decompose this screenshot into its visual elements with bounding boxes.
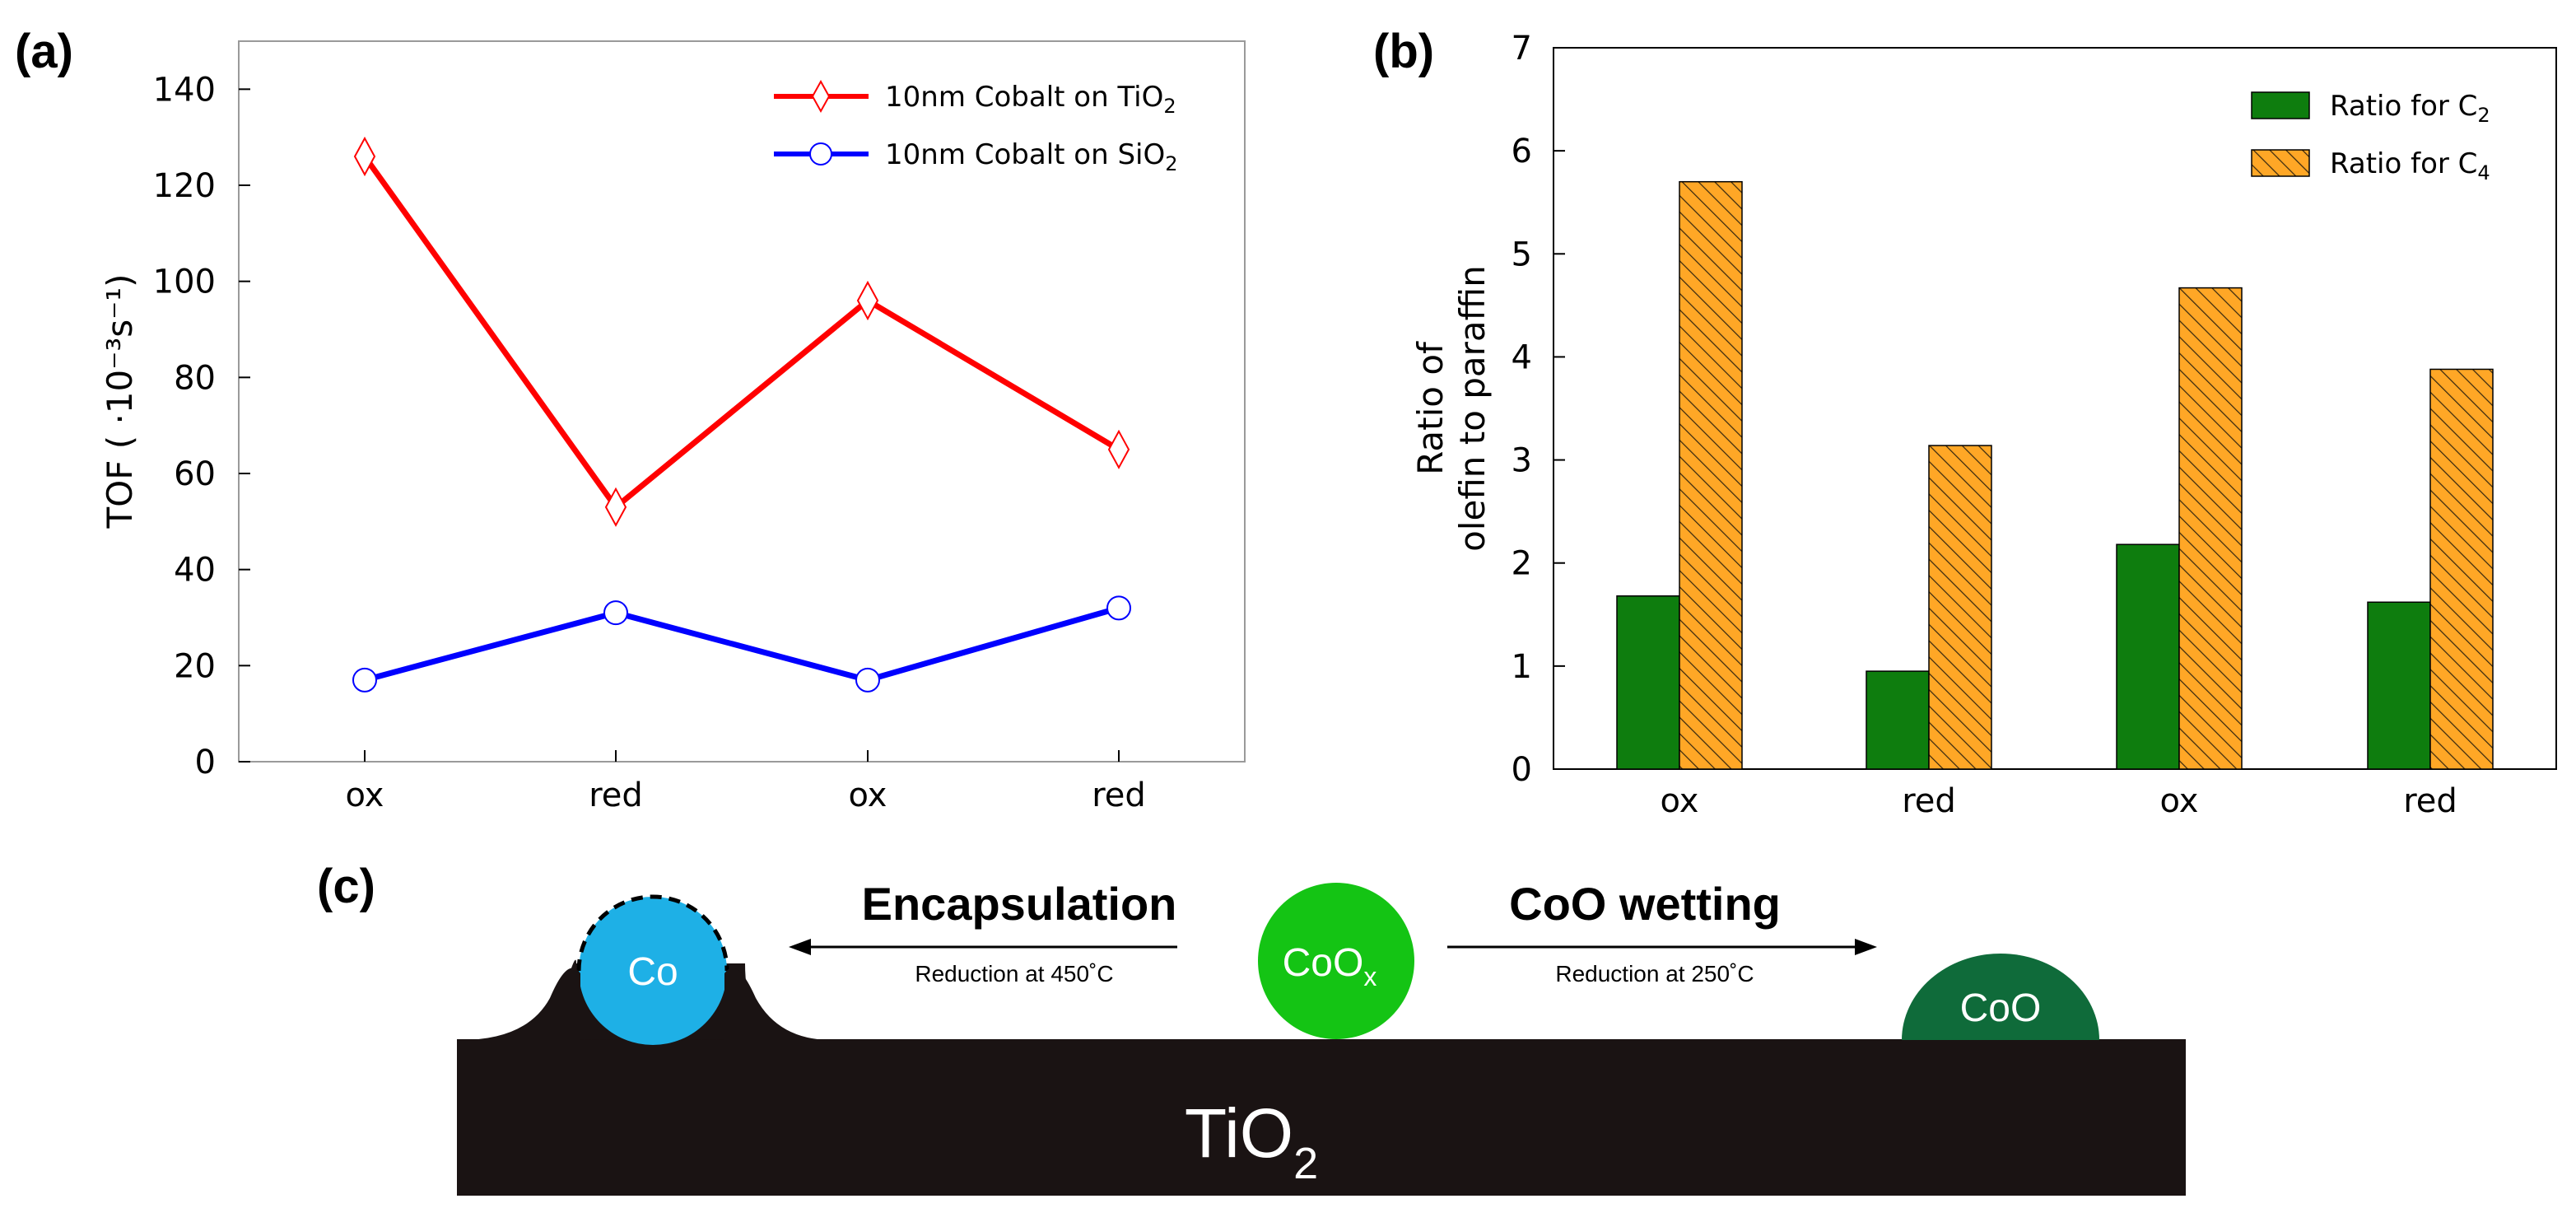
wetting-subtitle: Reduction at 250˚C [1555, 961, 1754, 986]
encapsulation-title: Encapsulation [862, 878, 1177, 930]
bar-c2 [2116, 543, 2180, 770]
y-tick-label: 6 [1512, 133, 1532, 170]
x-tick-label: ox [849, 777, 887, 814]
data-point-circle [855, 667, 880, 693]
co-label: Co [627, 950, 678, 994]
tio2-support [457, 1039, 2186, 1196]
legend-marker-circle [809, 142, 832, 166]
y-tick-label: 40 [174, 552, 216, 590]
encapsulation-dashed-shell [576, 894, 729, 972]
y-tick-label: 20 [174, 647, 216, 685]
chart-a-frame [238, 40, 1246, 763]
y-tick-label: 3 [1512, 442, 1532, 480]
encapsulation-subtitle: Reduction at 450˚C [915, 961, 1113, 986]
x-tick-label: red [589, 777, 643, 814]
chart-a-legend: 10nm Cobalt on TiO2 10nm Cobalt on SiO2 [774, 79, 1178, 175]
x-tick-label: ox [2160, 782, 2199, 820]
legend-swatch-c2 [2251, 91, 2310, 119]
y-tick-label: 5 [1512, 236, 1532, 273]
coox-particle [1258, 883, 1414, 1039]
chart-b-y-axis-label-line2: olefin to paraffin [1452, 265, 1493, 552]
series-line-1 [364, 604, 1120, 683]
y-tick-label: 80 [174, 359, 216, 397]
legend-swatch-c4 [2251, 149, 2310, 177]
legend-label-sio2: 10nm Cobalt on SiO2 [885, 138, 1178, 175]
panel-label-a: (a) [15, 25, 73, 78]
bar-c4 [1928, 445, 1992, 770]
x-tick-label: red [2403, 782, 2457, 820]
x-tick-label: ox [1661, 782, 1699, 820]
legend-marker-diamond [811, 79, 831, 114]
y-tick-label: 1 [1512, 648, 1532, 686]
data-point-diamond [856, 280, 879, 321]
data-point-diamond [353, 136, 376, 177]
diagram-c: TiO2 Co Encapsulation Reduction at 450˚C… [457, 878, 2186, 1196]
y-tick-label: 120 [153, 167, 216, 205]
panel-label-c: (c) [317, 860, 375, 913]
series-line-0 [362, 154, 1120, 511]
data-point-diamond [604, 487, 627, 527]
x-tick-label: red [1902, 782, 1956, 820]
wetting-title: CoO wetting [1509, 878, 1781, 930]
data-point-circle [352, 667, 377, 693]
bar-c2 [1866, 670, 1930, 770]
wetting-arrowhead [1855, 939, 1877, 955]
legend-label-c4: Ratio for C4 [2330, 147, 2490, 184]
tio2-support-label: TiO2 [1185, 1094, 1318, 1188]
bar-c4 [1679, 180, 1743, 770]
y-tick-label: 0 [195, 744, 216, 781]
y-tick-label: 7 [1512, 30, 1532, 68]
coo-label: CoO [1960, 986, 2042, 1030]
bar-c4 [2429, 368, 2494, 770]
co-particle [579, 897, 727, 1045]
coox-label: CoOx [1283, 941, 1377, 991]
y-tick-label: 4 [1512, 338, 1532, 376]
bar-c4 [2178, 287, 2243, 770]
chart-b: 0 1 2 3 4 5 6 7 ox red ox red Ratio of olefin to p… [1410, 30, 2557, 820]
bar-c2 [1616, 595, 1680, 770]
chart-a: 0 20 40 60 80 100 120 140 ox red ox red TOF ( ·10⁻… [100, 40, 1246, 814]
chart-b-y-axis-label-line1: Ratio of [1410, 341, 1451, 475]
panel-label-b: (b) [1373, 25, 1434, 78]
y-tick-label: 0 [1512, 751, 1532, 789]
y-tick-label: 100 [153, 264, 216, 301]
data-point-circle [603, 600, 628, 626]
encapsulation-arrowhead [789, 939, 811, 955]
x-tick-label: red [1092, 777, 1146, 814]
data-point-diamond [1107, 429, 1130, 469]
coo-particle [1902, 954, 2099, 1040]
y-tick-label: 140 [153, 71, 216, 109]
encapsulation-shoulders [461, 968, 831, 1040]
chart-a-y-axis-label: TOF ( ·10⁻³s⁻¹) [100, 273, 140, 529]
chart-b-legend: Ratio for C2 Ratio for C4 [2251, 90, 2490, 184]
y-tick-label: 60 [174, 455, 216, 493]
legend-label-c2: Ratio for C2 [2330, 90, 2490, 127]
legend-label-tio2: 10nm Cobalt on TiO2 [885, 81, 1176, 118]
y-tick-label: 2 [1512, 545, 1532, 583]
x-tick-label: ox [346, 777, 384, 814]
bar-c2 [2367, 601, 2431, 770]
chart-b-frame [1553, 47, 2557, 770]
data-point-circle [1106, 595, 1131, 621]
